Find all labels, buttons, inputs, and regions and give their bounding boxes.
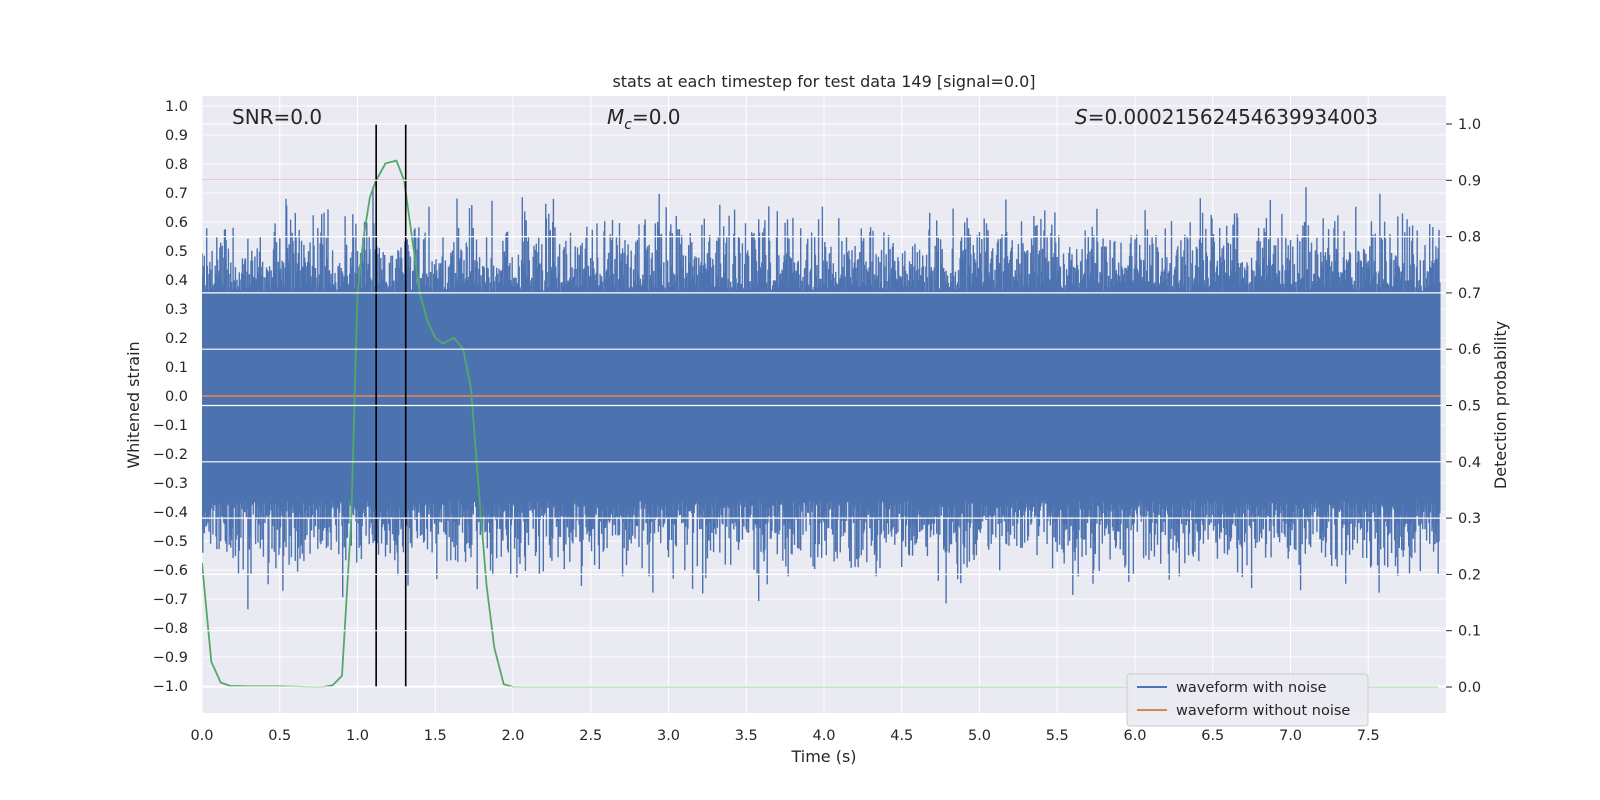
mc-annotation: Mc=0.0 [607,105,681,133]
x-tick-label: 2.5 [579,728,602,744]
y-axis-label: Whitened strain [124,341,143,468]
x-tick-label: 5.0 [968,728,991,744]
x-tick-label: 3.0 [657,728,680,744]
mc-symbol: M [607,105,624,129]
y2-tick-labels: 1.0 0.9 0.8 0.7 0.6 0.5 0.4 0.3 0.2 0.1 0.0 [1446,117,1481,696]
y-tick-label: 0.0 [165,389,188,405]
x-tick-label: 1.0 [346,728,369,744]
grid-overlay [202,123,1446,688]
y2-tick-label: 0.6 [1458,342,1481,358]
y2-tick-label: 0.1 [1458,624,1481,640]
s-value: =0.00021562454639934003 [1088,105,1378,129]
x-tick-label: 7.5 [1357,728,1380,744]
y-tick-label: 0.7 [165,186,188,202]
s-annotation: S=0.00021562454639934003 [1075,105,1378,129]
x-tick-label: 0.5 [268,728,291,744]
x-tick-label: 3.5 [735,728,758,744]
y-tick-label: −0.2 [153,447,188,463]
y-tick-label: −0.1 [153,418,188,434]
y-tick-label: 0.1 [165,360,188,376]
y-tick-label: 0.6 [165,215,188,231]
y-tick-label: −1.0 [153,679,188,695]
y-tick-label: 1.0 [165,99,188,115]
y-tick-label: −0.7 [153,592,188,608]
x-tick-label: 2.0 [501,728,524,744]
y-tick-label: −0.6 [153,563,188,579]
legend-label-noise: waveform with noise [1176,680,1327,696]
x-tick-labels: 0.0 0.5 1.0 1.5 2.0 2.5 3.0 3.5 4.0 4.5 5.0 5.5 6.0 6… [190,728,1379,744]
y-tick-label: −0.8 [153,621,188,637]
y2-tick-label: 0.3 [1458,511,1481,527]
snr-annotation: SNR=0.0 [232,105,322,129]
y2-tick-label: 0.5 [1458,399,1481,415]
y2-tick-label: 0.9 [1458,173,1481,189]
x-tick-label: 5.5 [1046,728,1069,744]
y-tick-label: −0.5 [153,534,188,550]
y2-tick-label: 1.0 [1458,117,1481,133]
mc-value: =0.0 [632,105,681,129]
legend-label-clean: waveform without noise [1176,703,1350,719]
s-symbol: S [1075,105,1088,129]
y2-tick-label: 0.2 [1458,567,1481,583]
y-tick-label: −0.4 [153,505,188,521]
x-tick-label: 0.0 [190,728,213,744]
y2-tick-label: 0.4 [1458,455,1481,471]
legend: waveform with noise waveform without noi… [1126,673,1369,727]
mc-subscript: c [624,117,632,133]
y-tick-label: 0.9 [165,128,188,144]
y-tick-label: 0.4 [165,273,188,289]
x-axis-label: Time (s) [790,747,856,766]
y-tick-label: −0.9 [153,650,188,666]
x-tick-label: 4.5 [890,728,913,744]
y-tick-label: 0.3 [165,302,188,318]
y2-axis-label: Detection probability [1491,321,1510,489]
y-tick-labels: 1.0 0.9 0.8 0.7 0.6 0.5 0.4 0.3 0.2 0.1 0.0 −0.1 −0.… [153,99,188,695]
chart-title: stats at each timestep for test data 149… [612,72,1035,91]
y2-tick-label: 0.7 [1458,286,1481,302]
y-tick-label: 0.8 [165,157,188,173]
x-tick-label: 6.5 [1201,728,1224,744]
legend-box [1126,673,1369,727]
y2-tick-label: 0.0 [1458,680,1481,696]
y-tick-label: 0.2 [165,331,188,347]
y-tick-label: −0.3 [153,476,188,492]
x-tick-label: 6.0 [1123,728,1146,744]
x-tick-label: 7.0 [1279,728,1302,744]
y-tick-label: 0.5 [165,244,188,260]
x-tick-label: 4.0 [812,728,835,744]
x-tick-label: 1.5 [424,728,447,744]
y2-tick-label: 0.8 [1458,230,1481,246]
